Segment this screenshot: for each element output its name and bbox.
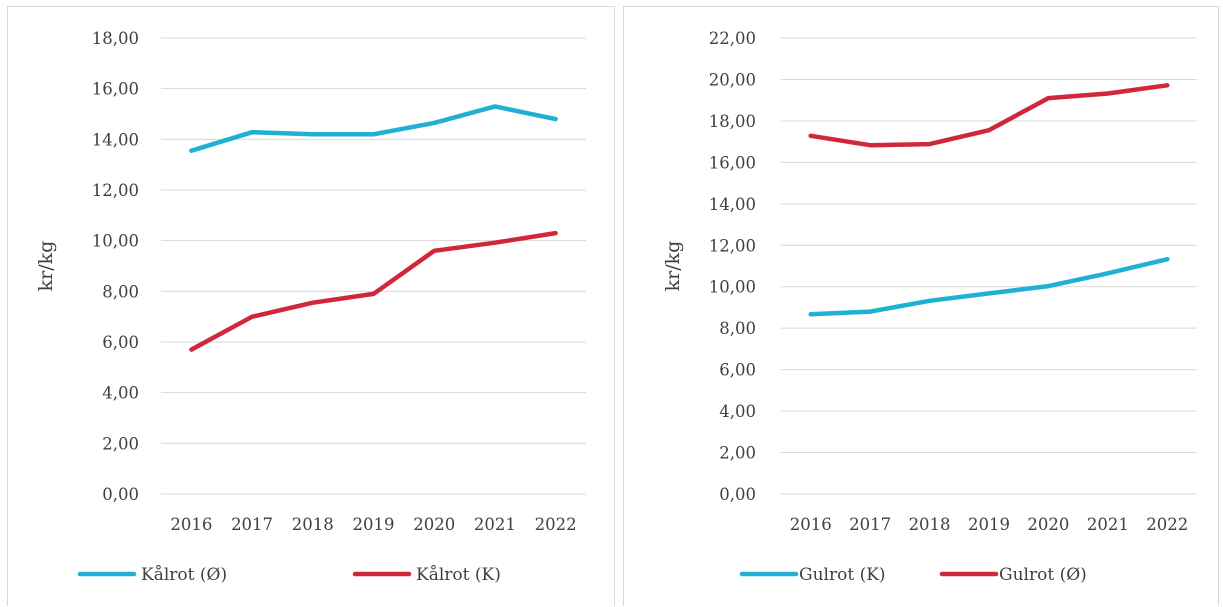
x-tick-label: 2016 (170, 515, 212, 534)
y-tick-label: 0,00 (719, 485, 756, 504)
y-tick-label: 16,00 (709, 153, 756, 172)
x-tick-label: 2021 (474, 515, 516, 534)
legend-label: Kålrot (K) (416, 565, 501, 585)
y-tick-label: 6,00 (102, 333, 139, 352)
y-tick-label: 2,00 (719, 444, 756, 463)
x-tick-label: 2020 (413, 515, 455, 534)
y-tick-label: 22,00 (709, 29, 756, 48)
x-tick-label: 2017 (849, 515, 891, 534)
y-tick-label: 14,00 (709, 195, 756, 214)
chart-gulrot: 0,00 2,00 4,00 6,00 8,00 10,00 12,00 14,00 16,00… (624, 7, 1220, 607)
y-tick-label: 4,00 (102, 384, 139, 403)
x-tick-label: 2017 (231, 515, 273, 534)
x-tick-label: 2022 (535, 515, 577, 534)
x-tick-label: 2021 (1087, 515, 1129, 534)
legend-label: Gulrot (Ø) (999, 565, 1087, 585)
x-tick-label: 2019 (968, 515, 1010, 534)
x-tick-label: 2019 (353, 515, 395, 534)
y-tick-label: 14,00 (92, 130, 139, 149)
y-tick-label: 20,00 (709, 70, 756, 89)
y-tick-label: 2,00 (102, 434, 139, 453)
chart-panel-gulrot: 0,00 2,00 4,00 6,00 8,00 10,00 12,00 14,00 16,00… (623, 6, 1219, 606)
legend-label: Kålrot (Ø) (141, 565, 227, 585)
series-line (811, 85, 1168, 145)
x-tick-label: 2020 (1027, 515, 1069, 534)
y-tick-label: 0,00 (102, 485, 139, 504)
chart-panel-kalrot: 0,00 2,00 4,00 6,00 8,00 10,00 12,00 14,00 16,00… (7, 6, 615, 606)
x-tick-label: 2018 (292, 515, 334, 534)
y-tick-label: 18,00 (92, 29, 139, 48)
y-tick-label: 18,00 (709, 112, 756, 131)
y-tick-label: 10,00 (709, 278, 756, 297)
y-tick-label: 16,00 (92, 80, 139, 99)
x-tick-label: 2022 (1146, 515, 1188, 534)
series-line (191, 106, 555, 150)
x-tick-label: 2016 (790, 515, 832, 534)
y-tick-label: 12,00 (709, 236, 756, 255)
y-tick-label: 6,00 (719, 361, 756, 380)
y-tick-label: 4,00 (719, 402, 756, 421)
y-tick-label: 8,00 (719, 319, 756, 338)
y-tick-label: 8,00 (102, 282, 139, 301)
y-tick-label: 12,00 (92, 181, 139, 200)
y-axis-label: kr/kg (662, 241, 684, 292)
y-tick-label: 10,00 (92, 232, 139, 251)
chart-kalrot: 0,00 2,00 4,00 6,00 8,00 10,00 12,00 14,00 16,00… (8, 7, 616, 607)
legend-label: Gulrot (K) (799, 565, 886, 585)
y-axis-label: kr/kg (35, 241, 57, 292)
x-tick-label: 2018 (909, 515, 951, 534)
